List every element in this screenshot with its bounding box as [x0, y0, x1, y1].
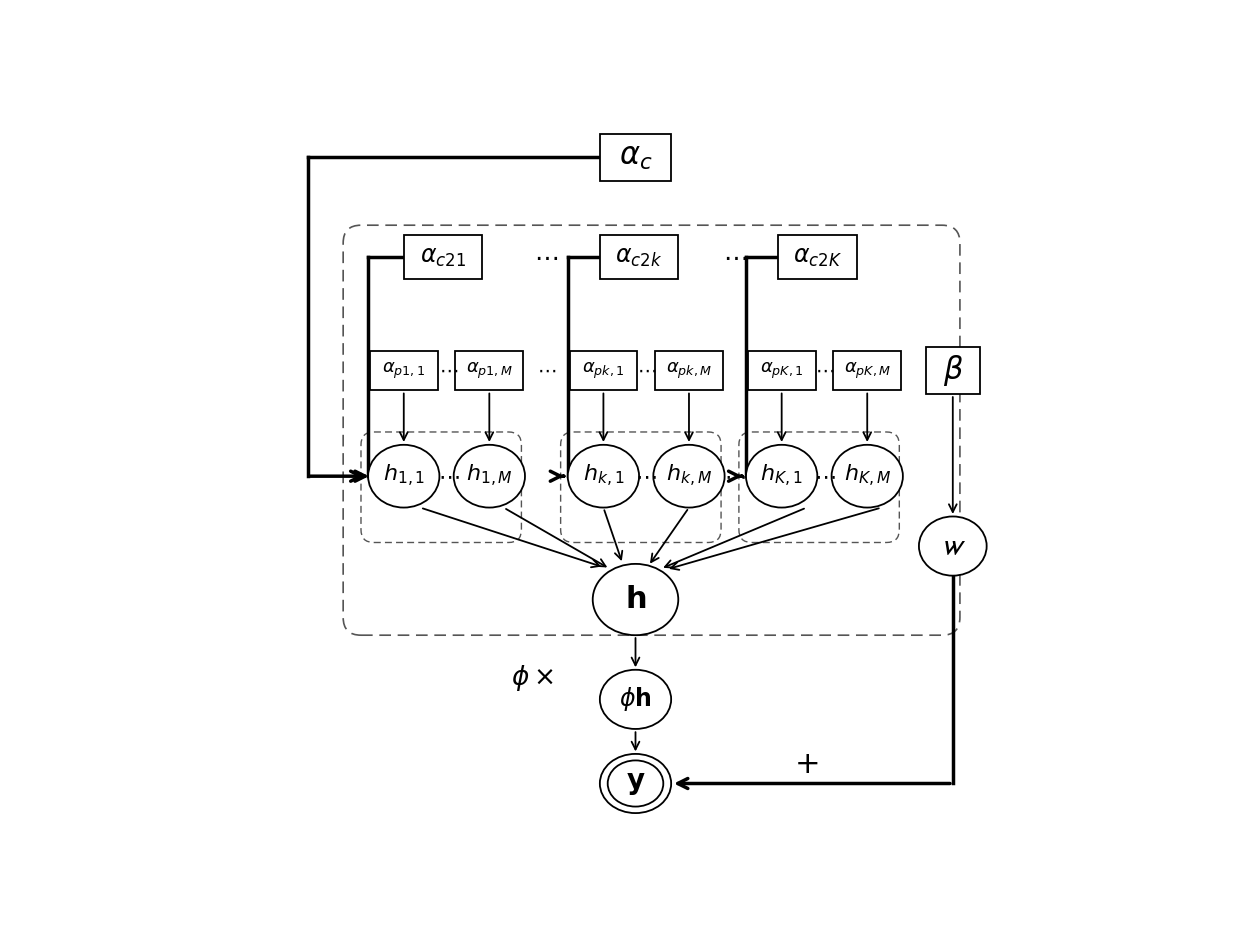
Text: $\beta$: $\beta$	[942, 353, 963, 388]
Ellipse shape	[600, 754, 671, 813]
Ellipse shape	[746, 444, 817, 507]
Ellipse shape	[600, 669, 671, 729]
Text: $\alpha_{pK,M}$: $\alpha_{pK,M}$	[843, 360, 890, 381]
FancyBboxPatch shape	[404, 235, 482, 280]
FancyBboxPatch shape	[833, 351, 901, 390]
FancyBboxPatch shape	[370, 351, 438, 390]
Text: $\cdots$: $\cdots$	[636, 361, 656, 381]
Text: $\cdots$: $\cdots$	[724, 466, 746, 486]
FancyBboxPatch shape	[926, 347, 980, 394]
Text: $\alpha_{c21}$: $\alpha_{c21}$	[420, 245, 466, 269]
Text: $h_{K,M}$: $h_{K,M}$	[843, 463, 890, 489]
Text: $\alpha_{pk,M}$: $\alpha_{pk,M}$	[666, 360, 712, 381]
FancyBboxPatch shape	[455, 351, 523, 390]
Text: $\phi\times$: $\phi\times$	[511, 663, 553, 693]
Text: $\alpha_{pk,1}$: $\alpha_{pk,1}$	[582, 360, 625, 381]
Text: $h_{k,1}$: $h_{k,1}$	[583, 463, 624, 489]
FancyBboxPatch shape	[600, 235, 678, 280]
FancyBboxPatch shape	[600, 134, 671, 181]
Text: $+$: $+$	[795, 750, 818, 780]
Ellipse shape	[368, 444, 439, 507]
Text: $\alpha_c$: $\alpha_c$	[619, 143, 652, 172]
Text: $\cdots$: $\cdots$	[534, 245, 558, 269]
Text: $\cdots$: $\cdots$	[815, 361, 835, 381]
Text: $\alpha_{p1,M}$: $\alpha_{p1,M}$	[466, 360, 513, 381]
Text: $\mathbf{y}$: $\mathbf{y}$	[626, 770, 645, 797]
Text: $\phi\mathbf{h}$: $\phi\mathbf{h}$	[619, 685, 652, 713]
Text: $\cdots$: $\cdots$	[813, 466, 836, 486]
Text: $\alpha_{c2k}$: $\alpha_{c2k}$	[615, 245, 662, 269]
Ellipse shape	[593, 564, 678, 635]
Text: $\alpha_{pK,1}$: $\alpha_{pK,1}$	[760, 360, 804, 381]
Text: $\mathbf{h}$: $\mathbf{h}$	[625, 585, 646, 614]
Text: $\cdots$: $\cdots$	[439, 361, 459, 381]
FancyBboxPatch shape	[748, 351, 816, 390]
Text: $\cdots$: $\cdots$	[723, 245, 748, 269]
Text: $h_{1,1}$: $h_{1,1}$	[383, 463, 425, 489]
Ellipse shape	[919, 517, 987, 576]
Text: $\cdots$: $\cdots$	[635, 466, 657, 486]
Text: $\alpha_{p1,1}$: $\alpha_{p1,1}$	[382, 360, 425, 381]
Text: $h_{1,M}$: $h_{1,M}$	[466, 463, 513, 489]
Text: $\cdots$: $\cdots$	[537, 361, 556, 381]
Text: $\alpha_{c2K}$: $\alpha_{c2K}$	[792, 245, 842, 269]
Text: $\cdots$: $\cdots$	[438, 466, 460, 486]
Text: $h_{k,M}$: $h_{k,M}$	[666, 463, 712, 489]
FancyBboxPatch shape	[655, 351, 723, 390]
Ellipse shape	[832, 444, 903, 507]
Ellipse shape	[568, 444, 639, 507]
Ellipse shape	[454, 444, 525, 507]
Ellipse shape	[653, 444, 724, 507]
FancyBboxPatch shape	[779, 235, 857, 280]
Ellipse shape	[608, 760, 663, 807]
Text: $h_{K,1}$: $h_{K,1}$	[760, 463, 804, 489]
FancyBboxPatch shape	[569, 351, 637, 390]
Text: $\mathcal{w}$: $\mathcal{w}$	[940, 532, 966, 560]
